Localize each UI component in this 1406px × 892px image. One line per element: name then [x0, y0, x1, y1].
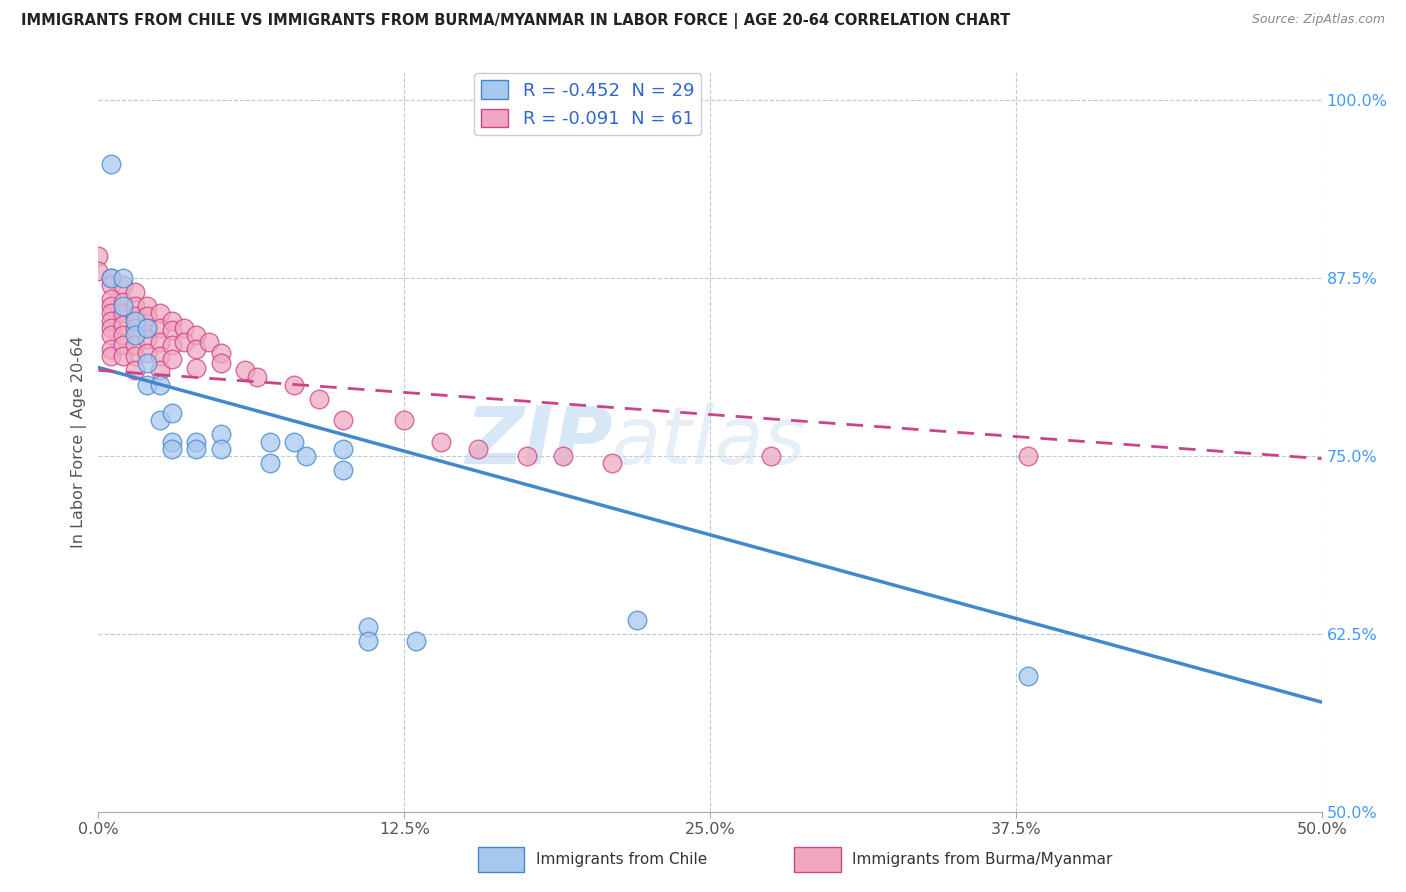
Point — [173, 334, 195, 349]
Point — [405, 633, 427, 648]
Point — [100, 270, 122, 285]
Point — [149, 334, 172, 349]
Point — [111, 277, 134, 292]
Point — [149, 320, 172, 334]
Point — [186, 434, 208, 449]
Point — [430, 434, 453, 449]
Point — [467, 442, 489, 456]
Point — [111, 270, 134, 285]
Point — [186, 327, 208, 342]
Point — [173, 320, 195, 334]
Point — [124, 363, 146, 377]
Point — [1017, 449, 1039, 463]
Point — [136, 377, 159, 392]
Point — [111, 337, 134, 351]
Point — [1017, 669, 1039, 683]
Point — [136, 356, 159, 370]
Point — [100, 313, 122, 327]
Text: Source: ZipAtlas.com: Source: ZipAtlas.com — [1251, 13, 1385, 27]
Point — [160, 313, 183, 327]
Y-axis label: In Labor Force | Age 20-64: In Labor Force | Age 20-64 — [72, 335, 87, 548]
Point — [100, 306, 122, 320]
Point — [160, 442, 183, 456]
Point — [186, 342, 208, 356]
Point — [111, 327, 134, 342]
Point — [124, 349, 146, 363]
Point — [136, 310, 159, 324]
Point — [100, 157, 122, 171]
Point — [209, 356, 232, 370]
Point — [100, 292, 122, 306]
Point — [136, 332, 159, 346]
Point — [100, 270, 122, 285]
Point — [149, 306, 172, 320]
Point — [100, 299, 122, 313]
Point — [332, 463, 354, 477]
Point — [136, 320, 159, 334]
Point — [87, 249, 110, 264]
Point — [111, 306, 134, 320]
Point — [259, 456, 281, 470]
Point — [136, 299, 159, 313]
Point — [553, 449, 575, 463]
Point — [149, 377, 172, 392]
Point — [160, 351, 183, 366]
Point — [246, 370, 269, 384]
Point — [100, 349, 122, 363]
Point — [124, 327, 146, 342]
Point — [356, 633, 378, 648]
Point — [356, 619, 378, 633]
Legend: R = -0.452  N = 29, R = -0.091  N = 61: R = -0.452 N = 29, R = -0.091 N = 61 — [474, 73, 702, 136]
Point — [233, 363, 256, 377]
Point — [186, 442, 208, 456]
Point — [111, 349, 134, 363]
Point — [124, 320, 146, 334]
Text: IMMIGRANTS FROM CHILE VS IMMIGRANTS FROM BURMA/MYANMAR IN LABOR FORCE | AGE 20-6: IMMIGRANTS FROM CHILE VS IMMIGRANTS FROM… — [21, 13, 1011, 29]
Point — [515, 449, 537, 463]
Point — [136, 346, 159, 360]
Point — [100, 327, 122, 342]
Point — [149, 349, 172, 363]
Point — [392, 413, 416, 427]
Text: ZIP: ZIP — [465, 402, 612, 481]
Point — [149, 413, 172, 427]
Point — [626, 613, 648, 627]
Point — [124, 337, 146, 351]
Text: Immigrants from Chile: Immigrants from Chile — [536, 853, 707, 867]
Point — [332, 413, 354, 427]
Point — [308, 392, 330, 406]
Text: atlas: atlas — [612, 402, 807, 481]
Point — [160, 324, 183, 338]
Point — [124, 310, 146, 324]
Point — [87, 263, 110, 277]
Point — [100, 342, 122, 356]
Text: Immigrants from Burma/Myanmar: Immigrants from Burma/Myanmar — [852, 853, 1112, 867]
Point — [259, 434, 281, 449]
Point — [100, 320, 122, 334]
Point — [761, 449, 783, 463]
Point — [100, 277, 122, 292]
Point — [160, 337, 183, 351]
Point — [186, 360, 208, 375]
Point — [295, 449, 318, 463]
Point — [136, 320, 159, 334]
Point — [600, 456, 623, 470]
Point — [149, 363, 172, 377]
Point — [124, 299, 146, 313]
Point — [283, 434, 305, 449]
Point — [160, 406, 183, 420]
Point — [209, 427, 232, 442]
Point — [111, 295, 134, 310]
Point — [111, 318, 134, 332]
Point — [124, 285, 146, 299]
Point — [197, 334, 219, 349]
Point — [283, 377, 305, 392]
Point — [332, 442, 354, 456]
Point — [124, 313, 146, 327]
Point — [209, 442, 232, 456]
Point — [160, 434, 183, 449]
Point — [111, 299, 134, 313]
Point — [209, 346, 232, 360]
